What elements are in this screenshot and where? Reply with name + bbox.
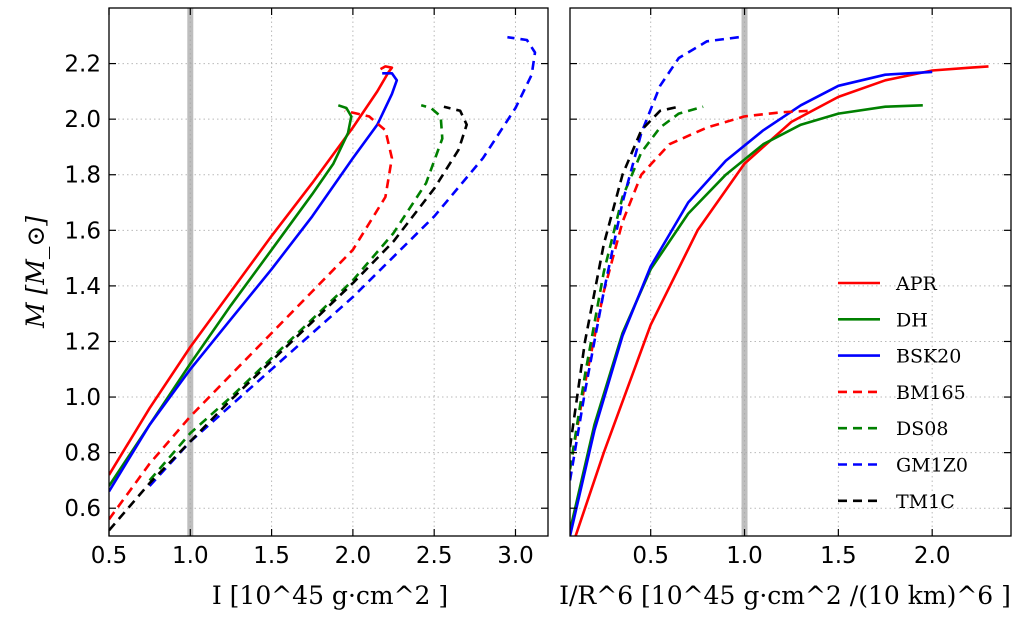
left-ylabel: M [M_⊙] xyxy=(21,216,50,329)
series-line-ds08 xyxy=(148,104,444,482)
x-tick-label: 2.0 xyxy=(914,543,951,569)
x-tick-label: 1.5 xyxy=(253,543,290,569)
legend: APR DH BSK20 BM165 DS08 GM1Z0 TM1C xyxy=(838,273,968,513)
series-line-gm1z0 xyxy=(570,35,740,481)
series-line-bm165 xyxy=(109,109,394,521)
y-tick-label: 1.8 xyxy=(64,163,101,189)
legend-label-tm1c: TM1C xyxy=(896,491,955,513)
right-panel: 0.5 1.0 1.5 2.0 xyxy=(569,7,1012,569)
x-tick-label: 2.0 xyxy=(335,543,372,569)
right-xlabel: I/R^6 [10^45 g·cm^2 /(10 km)^6 ] xyxy=(559,581,1011,610)
grid xyxy=(108,8,548,536)
legend-label-apr: APR xyxy=(895,273,938,295)
x-tick-label: 2.5 xyxy=(416,543,453,569)
series-line-apr xyxy=(109,65,394,476)
x-tick-label: 0.5 xyxy=(632,543,669,569)
reference-band xyxy=(187,8,194,536)
series-line-tm1c xyxy=(109,105,468,532)
series-line-bsk20 xyxy=(570,70,933,536)
x-tick-label: 1.5 xyxy=(820,543,857,569)
x-tick-label: 1.0 xyxy=(726,543,763,569)
y-tick-label: 0.8 xyxy=(64,441,101,467)
reference-band xyxy=(741,8,748,536)
series-line-gm1z0 xyxy=(148,35,537,487)
legend-label-bm165: BM165 xyxy=(896,382,966,404)
legend-label-ds08: DS08 xyxy=(896,418,948,440)
x-tick-label: 0.5 xyxy=(91,543,128,569)
series-line-apr xyxy=(574,65,989,536)
y-tick-label: 1.2 xyxy=(64,329,101,355)
axes-frame xyxy=(569,7,1012,537)
axes-frame xyxy=(108,7,549,537)
series-line-bsk20 xyxy=(109,72,399,493)
left-xlabel: I [10^45 g·cm^2 ] xyxy=(212,581,448,610)
y-tick-label: 2.0 xyxy=(64,107,101,133)
y-tick-label: 1.4 xyxy=(64,274,101,300)
series-line-ds08 xyxy=(570,105,704,470)
y-tick-label: 1.0 xyxy=(64,385,101,411)
legend-label-bsk20: BSK20 xyxy=(896,346,961,368)
legend-label-gm1z0: GM1Z0 xyxy=(896,455,968,477)
y-tick-label: 1.6 xyxy=(64,218,101,244)
series-line-dh xyxy=(109,104,353,487)
y-tick-label: 0.6 xyxy=(64,496,101,522)
legend-label-dh: DH xyxy=(896,309,928,331)
grid xyxy=(570,8,1011,536)
series-line-tm1c xyxy=(570,105,680,448)
x-tick-label: 3.0 xyxy=(497,543,534,569)
x-tick-label: 1.0 xyxy=(172,543,209,569)
left-panel: 0.5 1.0 1.5 2.0 2.5 3.0 0.6 0.8 1.0 1.2 1.4 1.6 1.8 2… xyxy=(64,7,549,569)
y-tick-label: 2.2 xyxy=(64,52,101,78)
series-line-bm165 xyxy=(570,109,811,470)
